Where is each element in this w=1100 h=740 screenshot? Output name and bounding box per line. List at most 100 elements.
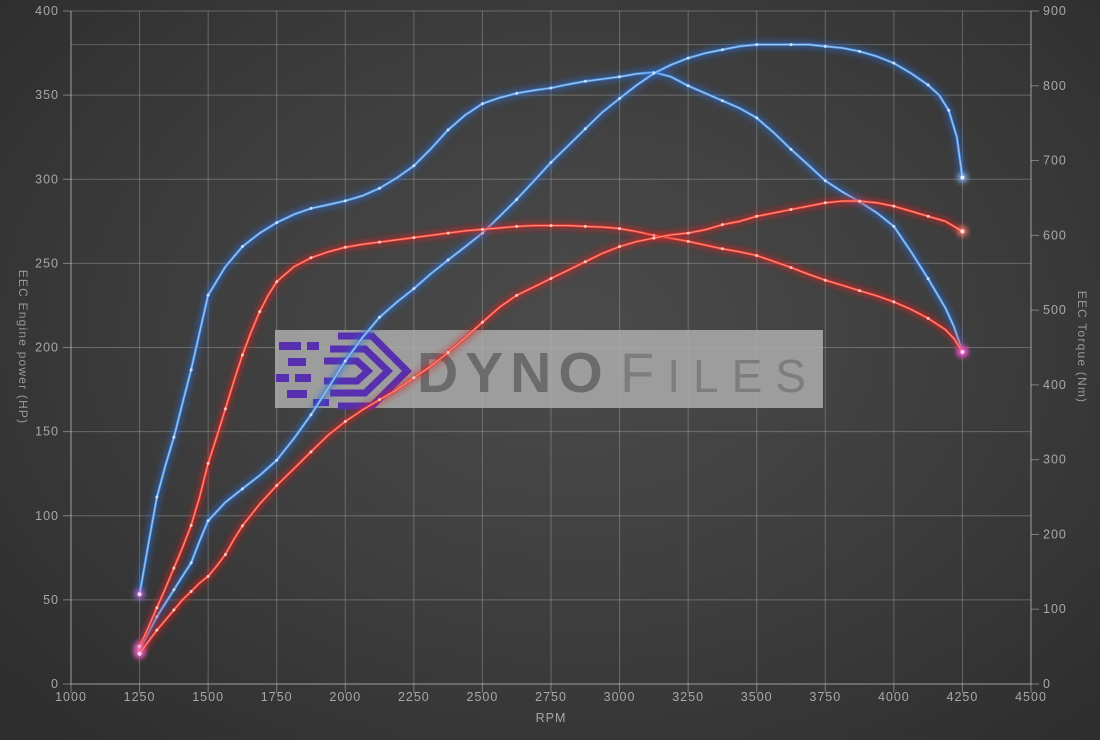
curve-marker-dot xyxy=(926,214,930,218)
y-left-tick-label: 100 xyxy=(35,509,59,523)
curve-marker-dot xyxy=(480,320,484,324)
curve-marker-dot xyxy=(206,461,210,465)
curve-stock-power xyxy=(134,197,968,659)
curve-marker-dot xyxy=(755,43,759,47)
curve-marker-dot xyxy=(240,353,244,357)
curve-stock-torque xyxy=(134,222,968,652)
curve-marker-dot xyxy=(720,223,724,227)
curve-marker-dot xyxy=(926,83,930,87)
x-axis-title: RPM xyxy=(536,711,567,725)
curve-marker-dot xyxy=(858,199,862,203)
y-left-tick-label: 0 xyxy=(51,677,59,691)
curve-marker-dot xyxy=(275,458,279,462)
curve-marker-dot xyxy=(309,206,313,210)
curve-marker-dot xyxy=(189,368,193,372)
curve-marker-dot xyxy=(378,240,382,244)
curve-marker-dot xyxy=(412,236,416,240)
curve-marker-dot xyxy=(823,179,827,183)
curve-marker-dot xyxy=(755,116,759,120)
curve-marker-dot xyxy=(686,239,690,243)
curve-marker-dot xyxy=(652,71,656,75)
curve-marker-dot xyxy=(686,84,690,88)
curve-marker-dot xyxy=(515,91,519,95)
curve-marker-dot xyxy=(343,199,347,203)
curve-marker-dot xyxy=(343,359,347,363)
curve-marker-dot xyxy=(172,588,176,592)
curve-marker-dot xyxy=(618,227,622,231)
curve-marker-dot xyxy=(412,287,416,291)
curve-marker-dot xyxy=(823,278,827,282)
curve-marker-dot xyxy=(343,420,347,424)
curve-marker-dot xyxy=(480,227,484,231)
x-tick-label: 3500 xyxy=(741,690,773,704)
curve-marker-dot xyxy=(549,160,553,164)
y-right-tick-label: 600 xyxy=(1043,228,1067,242)
y-left-tick-label: 150 xyxy=(35,425,59,439)
curve-marker-dot xyxy=(206,293,210,297)
curve-marker-dot xyxy=(378,186,382,190)
curve-marker-dot xyxy=(446,258,450,262)
curve-core xyxy=(139,44,963,651)
curve-marker-dot xyxy=(309,413,313,417)
x-tick-label: 2250 xyxy=(398,690,430,704)
curve-marker-dot xyxy=(858,49,862,53)
curve-marker-dot xyxy=(412,164,416,168)
curve-marker-dot xyxy=(258,310,262,314)
y-left-tick-label: 250 xyxy=(35,256,59,270)
curve-endpoint xyxy=(960,229,965,234)
y-right-tick-label: 300 xyxy=(1043,453,1067,467)
x-tick-label: 3000 xyxy=(604,690,636,704)
x-tick-label: 4250 xyxy=(947,690,979,704)
x-tick-label: 1250 xyxy=(124,690,156,704)
y-right-tick-label: 700 xyxy=(1043,154,1067,168)
curve-marker-dot xyxy=(240,487,244,491)
curve-marker-dot xyxy=(858,289,862,293)
y-left-tick-label: 50 xyxy=(43,593,59,607)
curve-core xyxy=(139,71,963,595)
curve-marker-dot xyxy=(583,79,587,83)
y-right-tick-label: 0 xyxy=(1043,677,1051,691)
curve-core xyxy=(139,200,963,655)
curve-marker-dot xyxy=(823,201,827,205)
curve-marker-dot xyxy=(206,574,210,578)
y-right-tick-label: 400 xyxy=(1043,378,1067,392)
left-axis-title: EEC Engine power (HP) xyxy=(16,270,30,425)
right-axis-title: EEC Torque (Nm) xyxy=(1075,291,1089,403)
curve-marker-dot xyxy=(789,147,793,151)
y-left-tick-label: 300 xyxy=(35,172,59,186)
watermark-text-files: FILES xyxy=(620,341,819,404)
y-right-tick-label: 500 xyxy=(1043,303,1067,317)
curve-marker-dot xyxy=(686,56,690,60)
curve-marker-dot xyxy=(378,315,382,319)
curve-marker-dot xyxy=(275,221,279,225)
curve-marker-dot xyxy=(378,398,382,402)
curve-marker-dot xyxy=(789,43,793,47)
x-tick-label: 1000 xyxy=(55,690,87,704)
curve-marker-dot xyxy=(480,102,484,106)
curve-marker-dot xyxy=(240,245,244,249)
curve-marker-dot xyxy=(240,524,244,528)
curve-endpoint xyxy=(960,349,965,355)
curve-endpoint xyxy=(137,592,142,597)
y-right-tick-label: 100 xyxy=(1043,602,1067,616)
curve-marker-dot xyxy=(583,260,587,264)
curve-marker-dot xyxy=(720,247,724,251)
x-tick-label: 2000 xyxy=(329,690,361,704)
y-right-tick-label: 800 xyxy=(1043,79,1067,93)
curve-marker-dot xyxy=(343,245,347,249)
curve-marker-dot xyxy=(892,224,896,228)
curve-marker-dot xyxy=(309,256,313,260)
curve-marker-dot xyxy=(446,351,450,355)
curve-marker-dot xyxy=(275,280,279,284)
y-right-tick-label: 200 xyxy=(1043,527,1067,541)
curve-marker-dot xyxy=(926,316,930,320)
x-tick-label: 4500 xyxy=(1015,690,1047,704)
curve-marker-dot xyxy=(618,75,622,79)
x-tick-label: 4000 xyxy=(878,690,910,704)
curve-marker-dot xyxy=(412,376,416,380)
curve-marker-dot xyxy=(172,608,176,612)
dyno-curves xyxy=(134,41,968,659)
curve-marker-dot xyxy=(189,589,193,593)
curve-core xyxy=(139,225,963,648)
